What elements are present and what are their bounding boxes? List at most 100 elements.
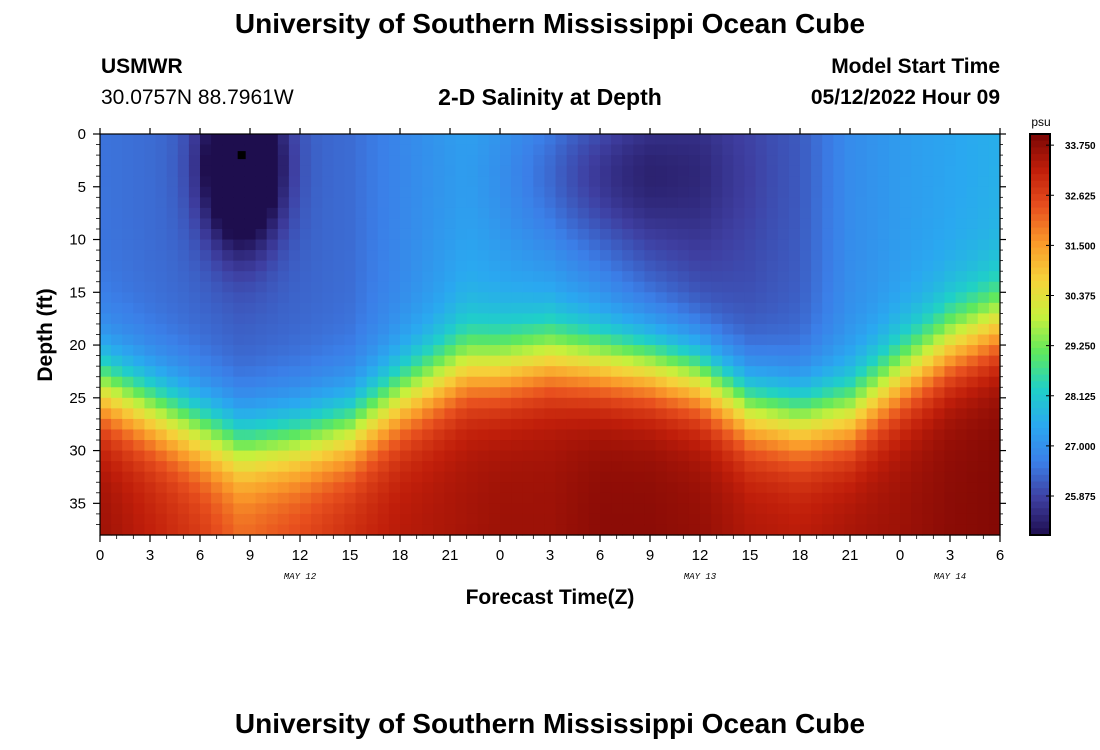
heatmap-cell bbox=[633, 376, 646, 388]
heatmap-cell bbox=[866, 260, 879, 272]
heatmap-cell bbox=[333, 228, 346, 241]
heatmap-cell bbox=[566, 429, 579, 441]
heatmap-cell bbox=[733, 387, 746, 399]
heatmap-cell bbox=[233, 334, 246, 346]
heatmap-cell bbox=[933, 397, 946, 409]
heatmap-cell bbox=[900, 228, 912, 241]
heatmap-cell bbox=[766, 482, 779, 494]
heatmap-cell bbox=[144, 134, 157, 146]
heatmap-cell bbox=[766, 366, 779, 378]
heatmap-cell bbox=[877, 155, 890, 167]
heatmap-cell bbox=[700, 165, 712, 177]
heatmap-cell bbox=[700, 313, 712, 325]
heatmap-cell bbox=[622, 345, 634, 357]
heatmap-cell bbox=[711, 250, 723, 262]
heatmap-cell bbox=[300, 471, 312, 483]
heatmap-cell bbox=[800, 440, 812, 452]
heatmap-cell bbox=[600, 134, 612, 146]
heatmap-cell bbox=[855, 228, 868, 241]
colorbar-segment bbox=[1030, 207, 1050, 215]
heatmap-cell bbox=[966, 355, 979, 367]
heatmap-cell bbox=[733, 218, 746, 230]
heatmap-cell bbox=[855, 186, 868, 198]
heatmap-cell bbox=[600, 461, 612, 473]
heatmap-cell bbox=[800, 450, 812, 462]
heatmap-cell bbox=[477, 281, 490, 293]
heatmap-cell bbox=[444, 176, 457, 188]
heatmap-cell bbox=[422, 482, 434, 494]
heatmap-cell bbox=[111, 355, 123, 367]
heatmap-cell bbox=[800, 260, 812, 272]
heatmap-cell bbox=[888, 144, 901, 156]
heatmap-cell bbox=[144, 450, 157, 462]
heatmap-cell bbox=[144, 503, 157, 515]
heatmap-cell bbox=[511, 492, 523, 504]
heatmap-cell bbox=[600, 228, 612, 241]
heatmap-cell bbox=[366, 376, 379, 388]
heatmap-cell bbox=[211, 144, 223, 156]
heatmap-cell bbox=[322, 387, 334, 399]
heatmap-cell bbox=[933, 471, 946, 483]
heatmap-cell bbox=[511, 345, 523, 357]
heatmap-cell bbox=[555, 218, 568, 230]
heatmap-cell bbox=[788, 376, 801, 388]
colorbar-unit: psu bbox=[1031, 115, 1050, 129]
heatmap-cell bbox=[433, 376, 446, 388]
heatmap-cell bbox=[777, 471, 790, 483]
heatmap-cell bbox=[955, 144, 968, 156]
heatmap-cell bbox=[588, 313, 601, 325]
heatmap-cell bbox=[777, 376, 790, 388]
heatmap-cell bbox=[988, 260, 1001, 272]
heatmap-cell bbox=[344, 492, 357, 504]
heatmap-cell bbox=[222, 376, 234, 388]
heatmap-cell bbox=[766, 503, 779, 515]
heatmap-cell bbox=[422, 355, 434, 367]
heatmap-cell bbox=[277, 482, 290, 494]
heatmap-cell bbox=[366, 313, 379, 325]
heatmap-cell bbox=[688, 144, 701, 156]
heatmap-cell bbox=[144, 397, 157, 409]
heatmap-cell bbox=[411, 207, 423, 220]
date-label: MAY 12 bbox=[284, 572, 317, 582]
heatmap-cell bbox=[255, 334, 268, 346]
heatmap-cell bbox=[388, 292, 401, 304]
heatmap-cell bbox=[500, 345, 512, 357]
heatmap-cell bbox=[911, 376, 923, 388]
heatmap-cell bbox=[744, 228, 757, 241]
heatmap-cell bbox=[222, 440, 234, 452]
heatmap-cell bbox=[277, 207, 290, 220]
heatmap-cell bbox=[644, 176, 657, 188]
heatmap-cell bbox=[155, 197, 168, 209]
heatmap-cell bbox=[122, 228, 134, 241]
heatmap-cell bbox=[211, 281, 223, 293]
heatmap-cell bbox=[455, 134, 468, 146]
heatmap-cell bbox=[900, 503, 912, 515]
heatmap-cell bbox=[777, 197, 790, 209]
heatmap-cell bbox=[377, 313, 390, 325]
heatmap-cell bbox=[788, 134, 801, 146]
heatmap-cell bbox=[633, 492, 646, 504]
heatmap-cell bbox=[822, 450, 834, 462]
heatmap-cell bbox=[488, 513, 501, 526]
heatmap-cell bbox=[788, 302, 801, 314]
heatmap-cell bbox=[533, 176, 546, 188]
heatmap-cell bbox=[233, 461, 246, 473]
x-tick-label: 6 bbox=[596, 547, 604, 564]
heatmap-cell bbox=[644, 186, 657, 198]
heatmap-cell bbox=[455, 461, 468, 473]
heatmap-cell bbox=[488, 197, 501, 209]
heatmap-cell bbox=[555, 228, 568, 241]
heatmap-cell bbox=[544, 345, 557, 357]
heatmap-cell bbox=[100, 218, 112, 230]
heatmap-cell bbox=[688, 482, 701, 494]
heatmap-cell bbox=[122, 482, 134, 494]
heatmap-cell bbox=[433, 387, 446, 399]
heatmap-cell bbox=[622, 471, 634, 483]
heatmap-cell bbox=[955, 260, 968, 272]
heatmap-cell bbox=[777, 218, 790, 230]
heatmap-cell bbox=[644, 313, 657, 325]
heatmap-cell bbox=[833, 503, 846, 515]
heatmap-cell bbox=[400, 366, 412, 378]
heatmap-cell bbox=[911, 207, 923, 220]
heatmap-cell bbox=[944, 207, 957, 220]
